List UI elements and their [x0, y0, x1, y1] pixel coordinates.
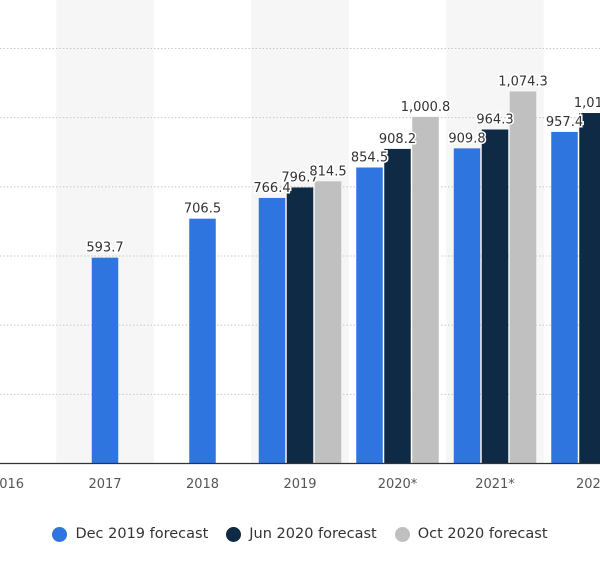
bar-oct-2020-forecast-2020	[412, 116, 439, 463]
data-label-dec-2019-forecast-2022: 957.4	[546, 115, 583, 130]
legend: Dec 2019 forecast Jun 2020 forecast Oct …	[0, 522, 600, 546]
x-tick-2021: 2021*	[475, 477, 515, 492]
data-label-oct-2020-forecast-2020: 1,000.8	[401, 100, 451, 115]
bar-dec-2019-forecast-2021	[453, 148, 481, 463]
data-label-jun-2020-forecast-2019: 796.7	[281, 170, 318, 185]
legend-item-dec-2019[interactable]: Dec 2019 forecast	[52, 526, 208, 542]
x-tick-2020: 2020*	[378, 477, 418, 492]
data-label-dec-2019-forecast-2021: 909.8	[448, 131, 485, 146]
data-label-dec-2019-forecast-2018: 706.5	[184, 202, 221, 217]
legend-marker-dec-2019	[52, 526, 68, 542]
bar-oct-2020-forecast-2019	[314, 181, 342, 463]
bars	[91, 91, 600, 464]
bar-jun-2020-forecast-2021	[481, 129, 509, 463]
legend-marker-oct-2020	[394, 526, 410, 542]
legend-item-oct-2020[interactable]: Oct 2020 forecast	[394, 526, 548, 542]
legend-label-dec-2019: Dec 2019 forecast	[75, 526, 209, 542]
x-tick-2019: 2019	[283, 477, 316, 492]
bar-dec-2019-forecast-2020	[356, 167, 383, 463]
data-label-jun-2020-forecast-2022: 1,012	[574, 96, 600, 111]
bar-jun-2020-forecast-2020	[384, 148, 411, 463]
data-label-dec-2019-forecast-2017: 593.7	[86, 241, 123, 256]
data-label-jun-2020-forecast-2020: 908.2	[379, 132, 416, 147]
bar-dec-2019-forecast-2022	[551, 131, 578, 463]
bar-jun-2020-forecast-2022	[579, 113, 600, 464]
x-tick-2018: 2018	[186, 477, 219, 492]
x-tick-2017: 2017	[88, 477, 121, 492]
legend-marker-jun-2020	[226, 526, 242, 542]
legend-item-jun-2020[interactable]: Jun 2020 forecast	[226, 526, 377, 542]
x-tick-labels: 2016 2017 2018 2019 2020* 2021* 2022	[0, 477, 600, 492]
bar-oct-2020-forecast-2021	[509, 91, 537, 463]
legend-label-jun-2020: Jun 2020 forecast	[249, 526, 377, 542]
bar-dec-2019-forecast-2017	[91, 257, 119, 463]
data-label-jun-2020-forecast-2021: 964.3	[476, 113, 513, 128]
bar-dec-2019-forecast-2019	[258, 197, 286, 463]
data-label-oct-2020-forecast-2021: 1,074.3	[498, 74, 548, 89]
x-tick-2016: 2016	[0, 477, 24, 492]
legend-label-oct-2020: Oct 2020 forecast	[417, 526, 548, 542]
bar-dec-2019-forecast-2018	[189, 218, 216, 463]
data-label-dec-2019-forecast-2019: 766.4	[253, 181, 290, 196]
data-label-dec-2019-forecast-2020: 854.5	[351, 150, 388, 165]
data-label-oct-2020-forecast-2019: 814.5	[309, 164, 346, 179]
x-tick-2022: 2022	[576, 477, 600, 492]
bar-jun-2020-forecast-2019	[286, 187, 314, 463]
